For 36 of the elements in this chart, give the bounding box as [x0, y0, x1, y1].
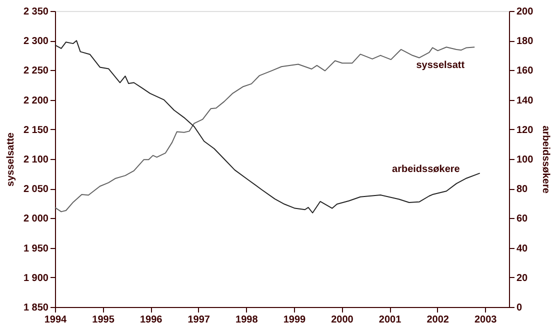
y-tick-label: 2 050 [23, 184, 49, 196]
y2-tick-label: 0 [516, 302, 522, 314]
y-tick-label: 1 950 [23, 243, 49, 254]
x-tick-label: 2001 [378, 314, 402, 326]
series-label: sysselsatt [416, 60, 466, 72]
y-axis-title: sysselsatte [5, 132, 16, 186]
x-tick-label: 1997 [188, 314, 210, 326]
y2-tick-label: 180 [516, 36, 534, 48]
y2-tick-label: 120 [516, 124, 534, 136]
y-tick-label: 2 150 [23, 124, 49, 136]
x-tick-label: 2002 [426, 314, 450, 326]
y2-tick-label: 40 [516, 243, 528, 254]
x-tick-label: 2000 [331, 314, 354, 326]
x-tick-label: 1996 [140, 314, 163, 326]
series-label: arbeidssøkere [392, 164, 460, 176]
y2-tick-label: 100 [516, 154, 534, 166]
y-tick-label: 2 250 [23, 66, 49, 77]
y-tick-label: 2 350 [23, 6, 49, 18]
y2-tick-label: 20 [516, 272, 528, 284]
y2-axis-title: arbeidssøkere [540, 126, 552, 194]
x-tick-label: 1995 [92, 314, 115, 326]
y-tick-label: 1 900 [23, 272, 49, 284]
y2-tick-label: 160 [516, 66, 534, 77]
y-tick-label: 1 850 [23, 302, 49, 314]
y2-tick-label: 200 [516, 6, 534, 18]
y-tick-label: 2 100 [23, 154, 49, 166]
y-tick-label: 2 300 [23, 36, 49, 48]
x-tick-label: 1998 [236, 314, 258, 326]
y2-tick-label: 140 [516, 95, 534, 106]
y2-tick-label: 80 [516, 184, 528, 196]
x-tick-label: 1994 [44, 314, 68, 326]
y-tick-label: 2 200 [23, 95, 49, 106]
y-tick-label: 2 000 [23, 214, 49, 225]
x-tick-label: 2003 [474, 314, 498, 326]
y2-tick-label: 60 [516, 214, 528, 225]
x-tick-label: 1999 [283, 314, 306, 326]
